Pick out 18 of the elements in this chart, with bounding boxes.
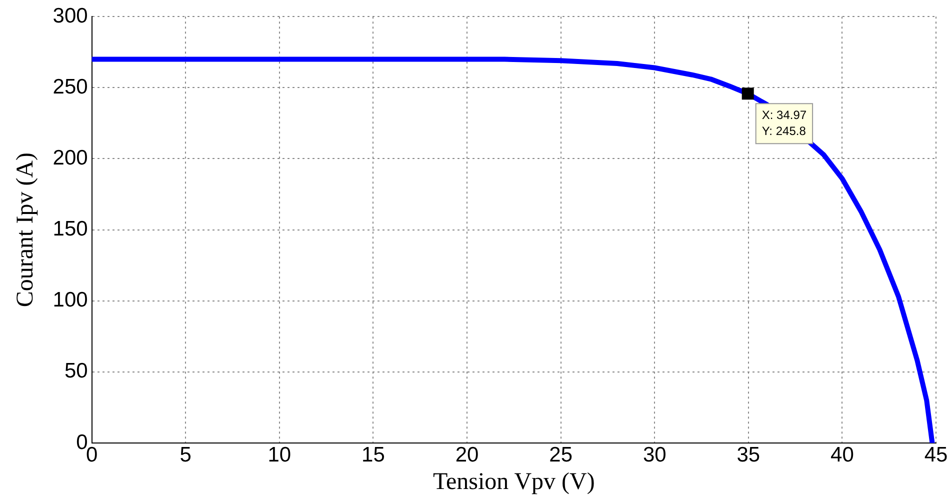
y-tick-label: 300: [52, 4, 88, 28]
y-tick-label: 200: [52, 146, 88, 170]
y-tick-label: 100: [52, 288, 88, 312]
x-tick-label: 5: [180, 443, 192, 466]
annotation: X: 34.97 Y: 245.8: [762, 108, 807, 138]
x-tick-label: 25: [549, 443, 572, 466]
x-tick-label: 40: [830, 443, 854, 466]
y-tick-label: 150: [52, 218, 88, 241]
x-axis-title: Tension Vpv (V): [432, 468, 595, 495]
y-tick-label: 250: [52, 75, 88, 98]
x-tick-label: 10: [268, 443, 292, 466]
x-tick-label: 30: [642, 443, 666, 466]
x-tick-label: 20: [455, 443, 479, 466]
y-axis-title: Courant Ipv (A): [12, 152, 39, 308]
x-tick-label: 45: [924, 443, 948, 466]
y-tick-label: 50: [64, 360, 88, 383]
x-tick-label: 35: [736, 443, 760, 466]
x-tick-label: 15: [362, 443, 385, 466]
